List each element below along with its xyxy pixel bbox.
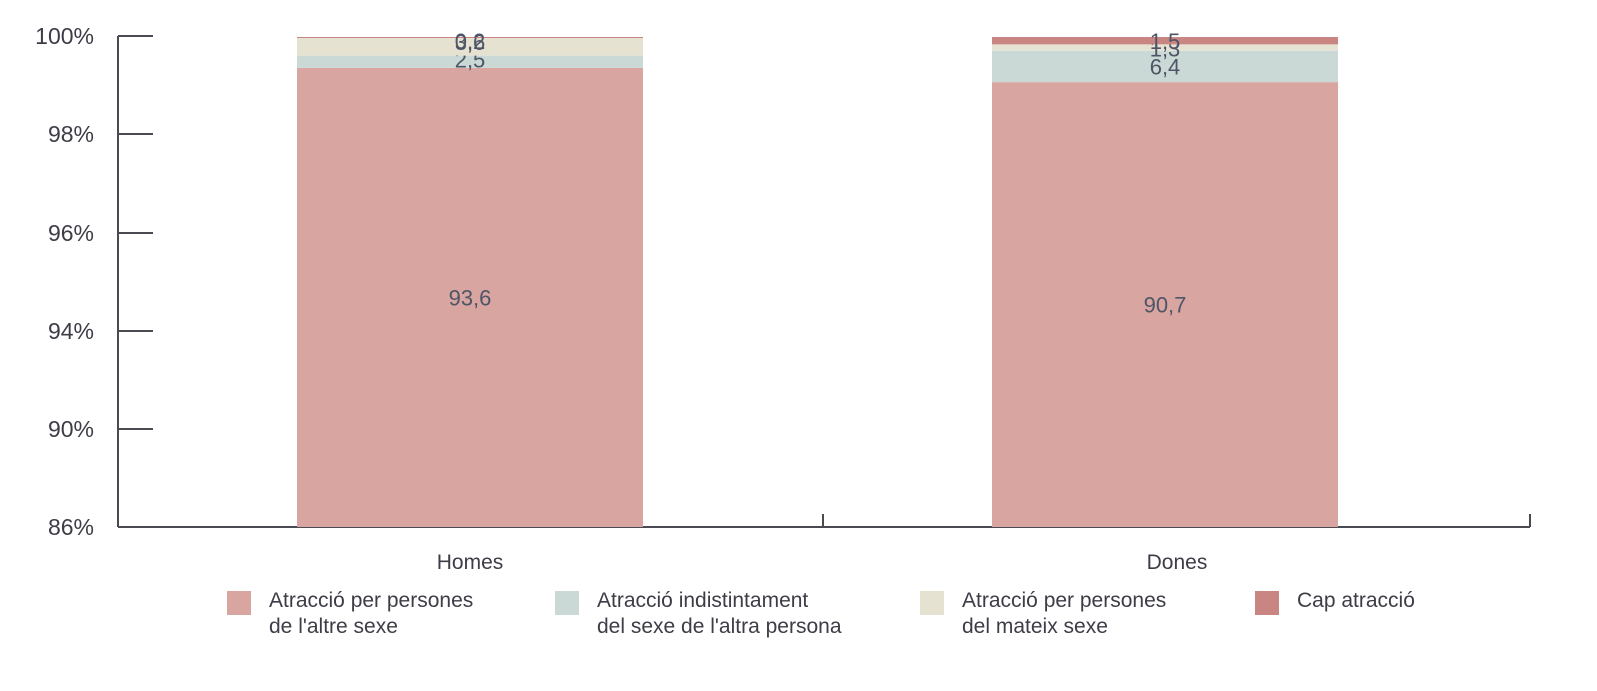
bar-segment-homes-3 [297, 37, 643, 56]
data-label: 6,4 [1150, 54, 1181, 79]
data-label: 93,6 [449, 285, 492, 310]
legend-swatch [227, 591, 251, 615]
y-tick-label: 96% [48, 220, 94, 246]
legend-item: Atracció per persones de l'altre sexe [227, 588, 473, 640]
bar-segment-homes-1 [297, 67, 643, 527]
legend-label: Atracció indistintament del sexe de l'alt… [597, 589, 842, 638]
bar-segment-dones-1 [992, 82, 1338, 527]
y-tick-label: 98% [48, 121, 94, 147]
legend-item: Atracció indistintament del sexe de l'alt… [555, 588, 842, 640]
legend: Atracció per persones de l'altre sexe Atra… [0, 584, 1597, 654]
bar-segment-dones-3 [992, 44, 1338, 51]
y-tick-label: 94% [48, 318, 94, 344]
data-label: 90,7 [1144, 293, 1187, 318]
legend-swatch [555, 591, 579, 615]
legend-swatch [920, 591, 944, 615]
data-label: 1,5 [1150, 29, 1181, 54]
legend-label: Atracció per persones del mateix sexe [962, 589, 1167, 638]
bar-segment-dones-2 [992, 50, 1338, 83]
legend-item: Cap atracció [1255, 588, 1415, 615]
legend-label: Atracció per persones de l'altre sexe [269, 589, 474, 638]
legend-item: Atracció per persones del mateix sexe [920, 588, 1166, 640]
legend-swatch [1255, 591, 1279, 615]
y-tick-label: 90% [48, 416, 94, 442]
y-tick-label: 86% [48, 514, 94, 540]
x-category-label: Dones [1147, 551, 1208, 574]
y-tick-label: 100% [35, 23, 94, 49]
data-label: 3,6 [455, 30, 486, 55]
bar-segment-homes-4 [297, 37, 643, 38]
bar-segment-homes-2 [297, 55, 643, 68]
data-label: 0,2 [455, 29, 486, 54]
x-category-label: Homes [437, 551, 504, 574]
bar-segment-dones-4 [992, 37, 1338, 45]
legend-label: Cap atracció [1297, 589, 1415, 612]
stacked-bar-chart: 86%90%94%96%98%100%93,62,53,60,2Homes90,… [35, 23, 1531, 574]
